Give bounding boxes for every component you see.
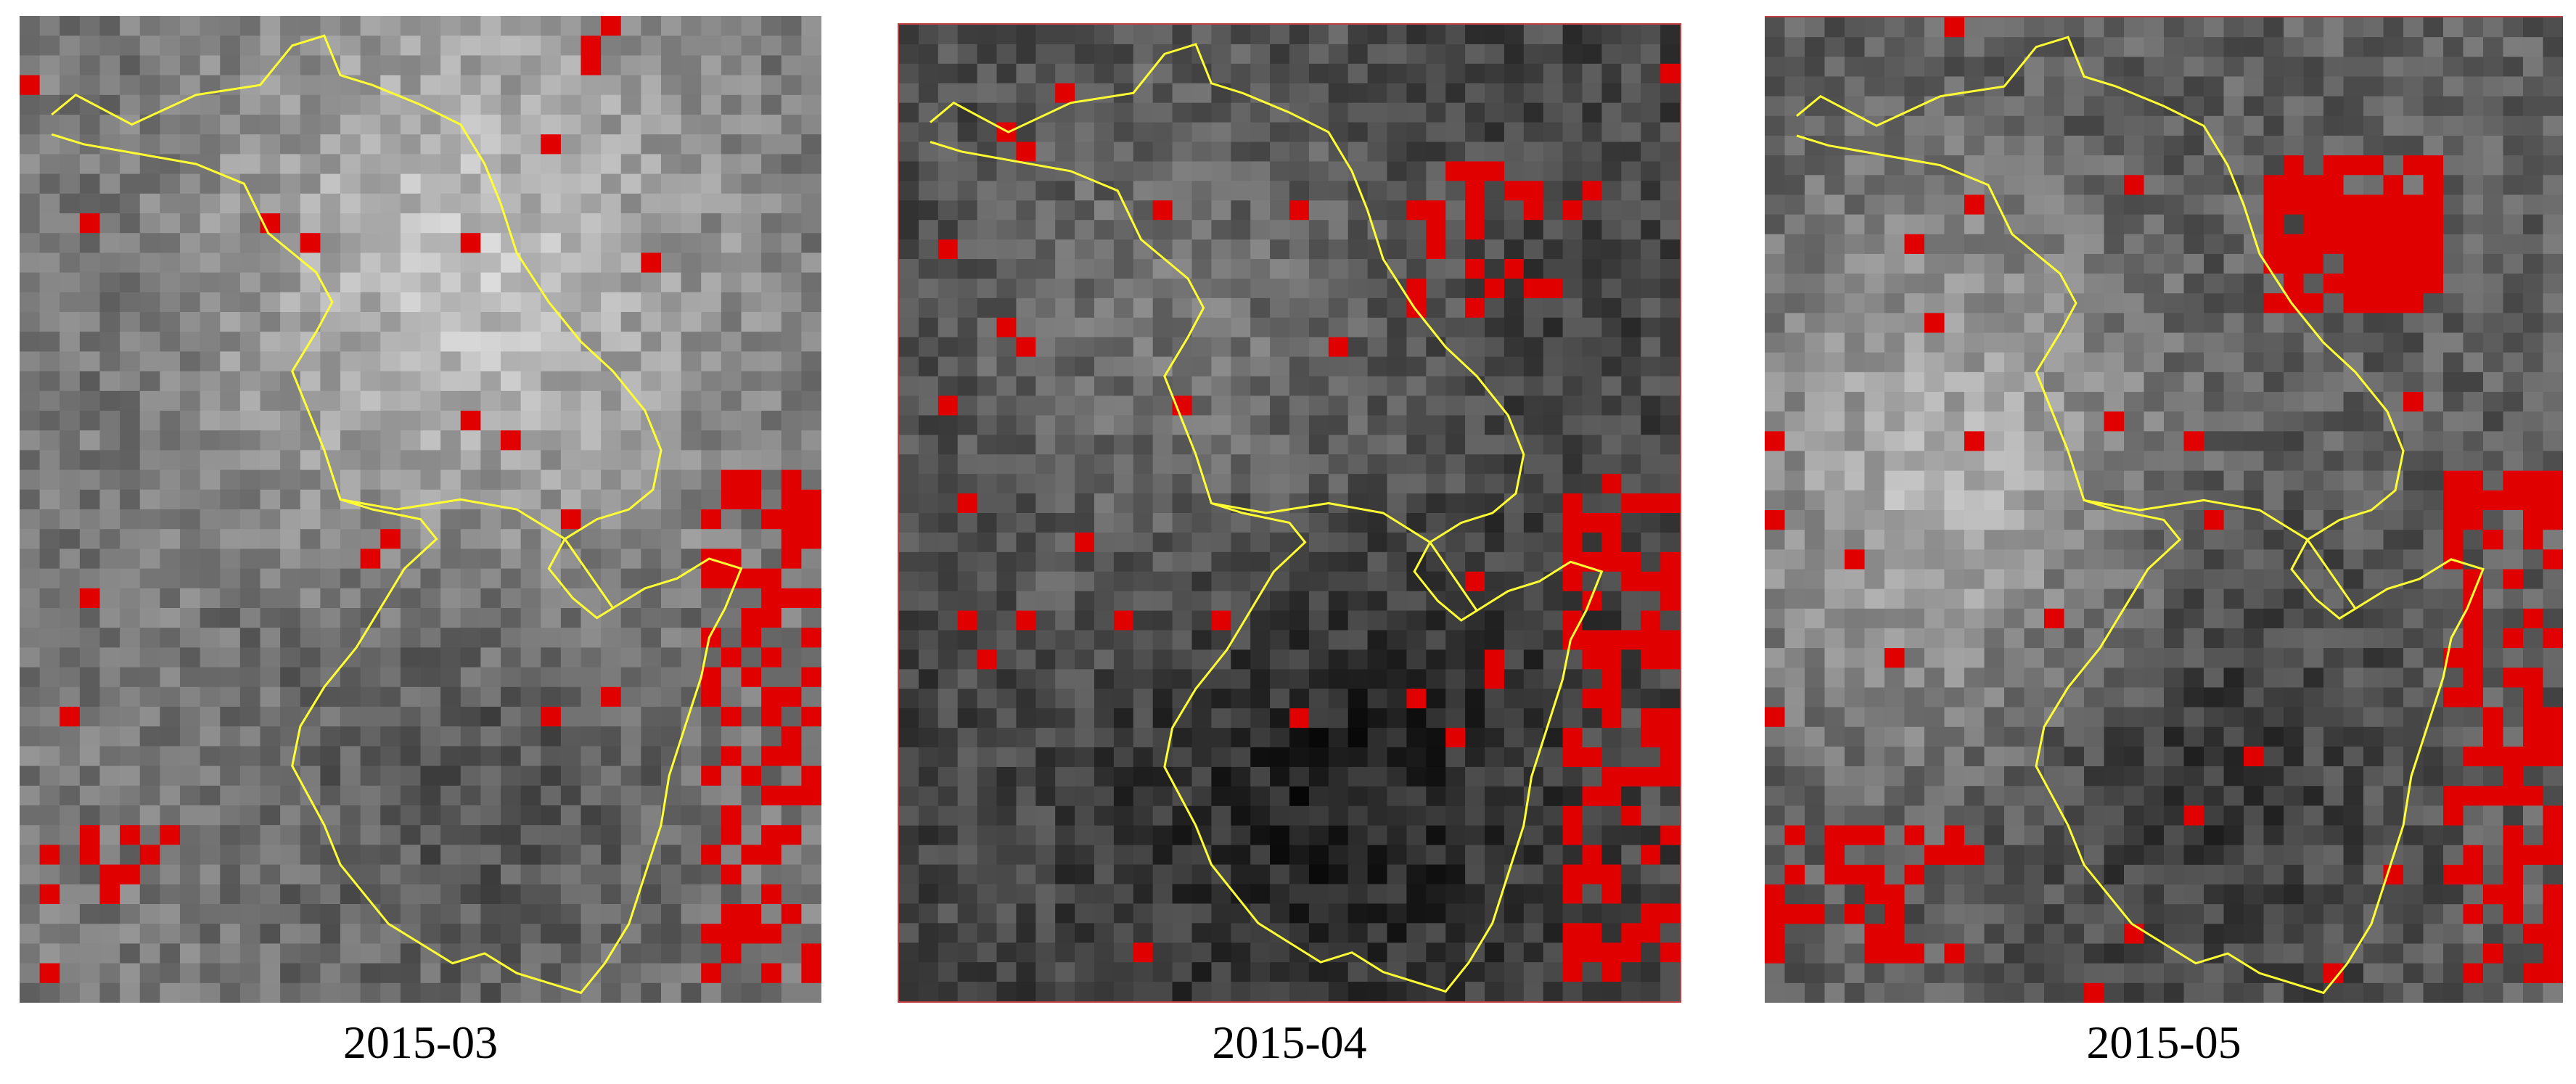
map-svg — [1765, 17, 2563, 1003]
internal-boundary — [1211, 502, 1478, 612]
panel-caption: 2015-05 — [2086, 1017, 2241, 1068]
raster-cells — [1765, 17, 2563, 1003]
panel-caption: 2015-04 — [1212, 1017, 1367, 1068]
map-svg — [20, 16, 821, 1003]
panel-caption: 2015-03 — [342, 1017, 499, 1068]
raster-cells — [899, 25, 1680, 1001]
internal-boundary — [340, 498, 614, 609]
raster-map — [898, 23, 1681, 1003]
raster-cells — [20, 16, 821, 1003]
raster-map — [20, 16, 821, 1003]
raster-map — [1765, 16, 2563, 1003]
map-svg — [899, 25, 1680, 1001]
internal-boundary — [2083, 498, 2357, 609]
